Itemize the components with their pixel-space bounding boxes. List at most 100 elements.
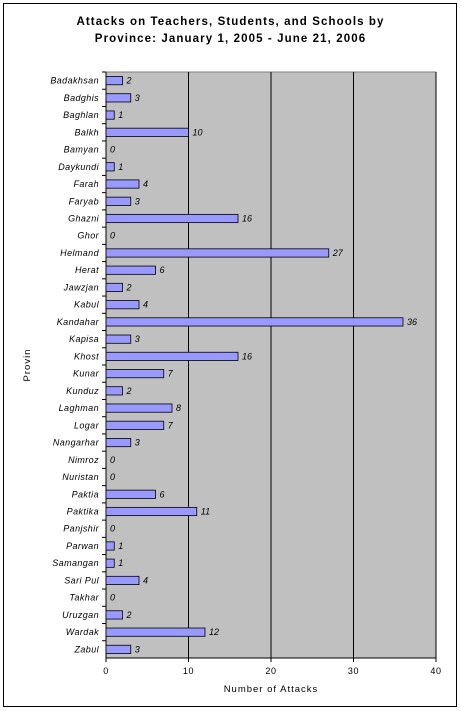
category-label-zabul: Zabul <box>73 644 99 654</box>
category-label-nangarhar: Nangarhar <box>53 438 100 448</box>
category-label-bamyan: Bamyan <box>64 145 99 155</box>
category-label-khost: Khost <box>74 351 99 361</box>
value-label-baghlan: 1 <box>118 110 123 120</box>
x-tick-labels: 0 10 20 30 40 <box>103 666 441 676</box>
value-label-parwan: 1 <box>118 541 123 551</box>
category-label-wardak: Wardak <box>66 627 99 637</box>
value-label-laghman: 8 <box>176 403 181 413</box>
bar-kapisa <box>105 334 132 344</box>
value-label-kandahar: 36 <box>407 317 417 327</box>
value-label-uruzgan: 2 <box>126 610 132 620</box>
value-label-ghazni: 16 <box>242 214 252 224</box>
category-label-balkh: Balkh <box>74 127 99 137</box>
value-label-helmand: 27 <box>332 248 344 258</box>
value-label-paktika: 11 <box>201 507 210 517</box>
category-label-sari-pul: Sari Pul <box>64 575 99 585</box>
bar-parwan <box>105 541 115 551</box>
bar-paktika <box>105 506 198 517</box>
value-label-zabul: 3 <box>135 644 140 654</box>
category-label-kandahar: Kandahar <box>57 317 100 327</box>
value-label-kunduz: 2 <box>126 386 132 396</box>
bar-sari-pul <box>105 575 140 585</box>
bar-jawzjan <box>105 282 123 292</box>
value-label-panjshir: 0 <box>110 524 115 534</box>
x-tick-label: 0 <box>103 666 109 676</box>
x-tick-label: 40 <box>430 666 441 676</box>
category-label-kunar: Kunar <box>73 369 100 379</box>
chart-title-line-2: Province: January 1, 2005 - June 21, 200… <box>94 33 367 45</box>
value-label-takhar: 0 <box>110 593 115 603</box>
chart-title: Attacks on Teachers, Students, and Schoo… <box>0 14 461 48</box>
bar-wardak <box>105 627 206 637</box>
bar-balkh <box>105 127 189 137</box>
x-tick-label: 20 <box>265 666 276 676</box>
category-label-jawzjan: Jawzjan <box>63 282 99 292</box>
value-label-kunar: 7 <box>168 369 174 379</box>
category-label-badghis: Badghis <box>64 93 99 103</box>
category-label-farah: Farah <box>73 179 99 189</box>
value-label-ghor: 0 <box>110 231 115 241</box>
category-label-logar: Logar <box>74 420 100 430</box>
bar-farah <box>105 179 140 189</box>
category-label-paktika: Paktika <box>67 507 99 517</box>
bar-baghlan <box>105 110 115 120</box>
value-label-jawzjan: 2 <box>126 282 132 292</box>
value-label-kabul: 4 <box>143 300 148 310</box>
category-label-takhar: Takhar <box>69 593 99 603</box>
gridlines <box>102 71 437 662</box>
bar-badghis <box>105 93 132 103</box>
bar-uruzgan <box>105 610 123 620</box>
bar-kunduz <box>105 386 123 396</box>
bar-faryab <box>105 196 132 206</box>
bar-kunar <box>105 369 165 379</box>
value-label-wardak: 12 <box>209 627 219 637</box>
value-label-faryab: 3 <box>135 196 140 206</box>
value-label-herat: 6 <box>160 265 165 275</box>
category-label-kunduz: Kunduz <box>66 386 99 396</box>
bar-daykundi <box>105 162 115 172</box>
category-label-daykundi: Daykundi <box>58 162 99 172</box>
bar-laghman <box>105 403 173 413</box>
x-tick-label: 30 <box>348 666 359 676</box>
value-label-logar: 7 <box>168 420 174 430</box>
bar-samangan <box>105 558 115 568</box>
category-label-nimroz: Nimroz <box>68 455 99 465</box>
value-label-balkh: 10 <box>193 127 203 137</box>
bar-zabul <box>105 644 132 654</box>
y-axis-title: Provin <box>22 349 33 382</box>
value-label-paktia: 6 <box>160 489 165 499</box>
value-label-farah: 4 <box>143 179 148 189</box>
category-label-parwan: Parwan <box>66 541 99 551</box>
category-label-baghlan: Baghlan <box>63 110 99 120</box>
x-tick-label: 10 <box>183 666 194 676</box>
value-label-kapisa: 3 <box>135 334 140 344</box>
bar-helmand <box>105 248 330 258</box>
value-label-badghis: 3 <box>135 93 140 103</box>
category-label-laghman: Laghman <box>59 403 99 413</box>
bar-logar <box>105 420 165 430</box>
x-axis-title: Number of Attacks <box>224 684 319 695</box>
category-label-uruzgan: Uruzgan <box>62 610 99 620</box>
category-label-samangan: Samangan <box>52 558 99 568</box>
category-label-kabul: Kabul <box>74 300 100 310</box>
value-labels: 2311001431602762436316728730061101140212… <box>110 76 417 655</box>
bar-herat <box>105 265 156 275</box>
category-label-helmand: Helmand <box>60 248 99 258</box>
bar-badakhsan <box>105 76 123 86</box>
category-label-paktia: Paktia <box>72 489 99 499</box>
category-label-herat: Herat <box>75 265 99 275</box>
bar-khost <box>105 351 239 361</box>
value-label-daykundi: 1 <box>118 162 123 172</box>
value-label-khost: 16 <box>242 351 252 361</box>
chart-title-line-1: Attacks on Teachers, Students, and Schoo… <box>76 16 385 28</box>
value-label-sari-pul: 4 <box>143 575 148 585</box>
category-label-kapisa: Kapisa <box>69 334 99 344</box>
value-label-nuristan: 0 <box>110 472 115 482</box>
value-label-nimroz: 0 <box>110 455 115 465</box>
value-label-badakhsan: 2 <box>126 76 132 86</box>
bar-paktia <box>105 489 156 499</box>
category-label-ghor: Ghor <box>77 231 99 241</box>
category-label-faryab: Faryab <box>69 196 99 206</box>
value-label-bamyan: 0 <box>110 145 115 155</box>
